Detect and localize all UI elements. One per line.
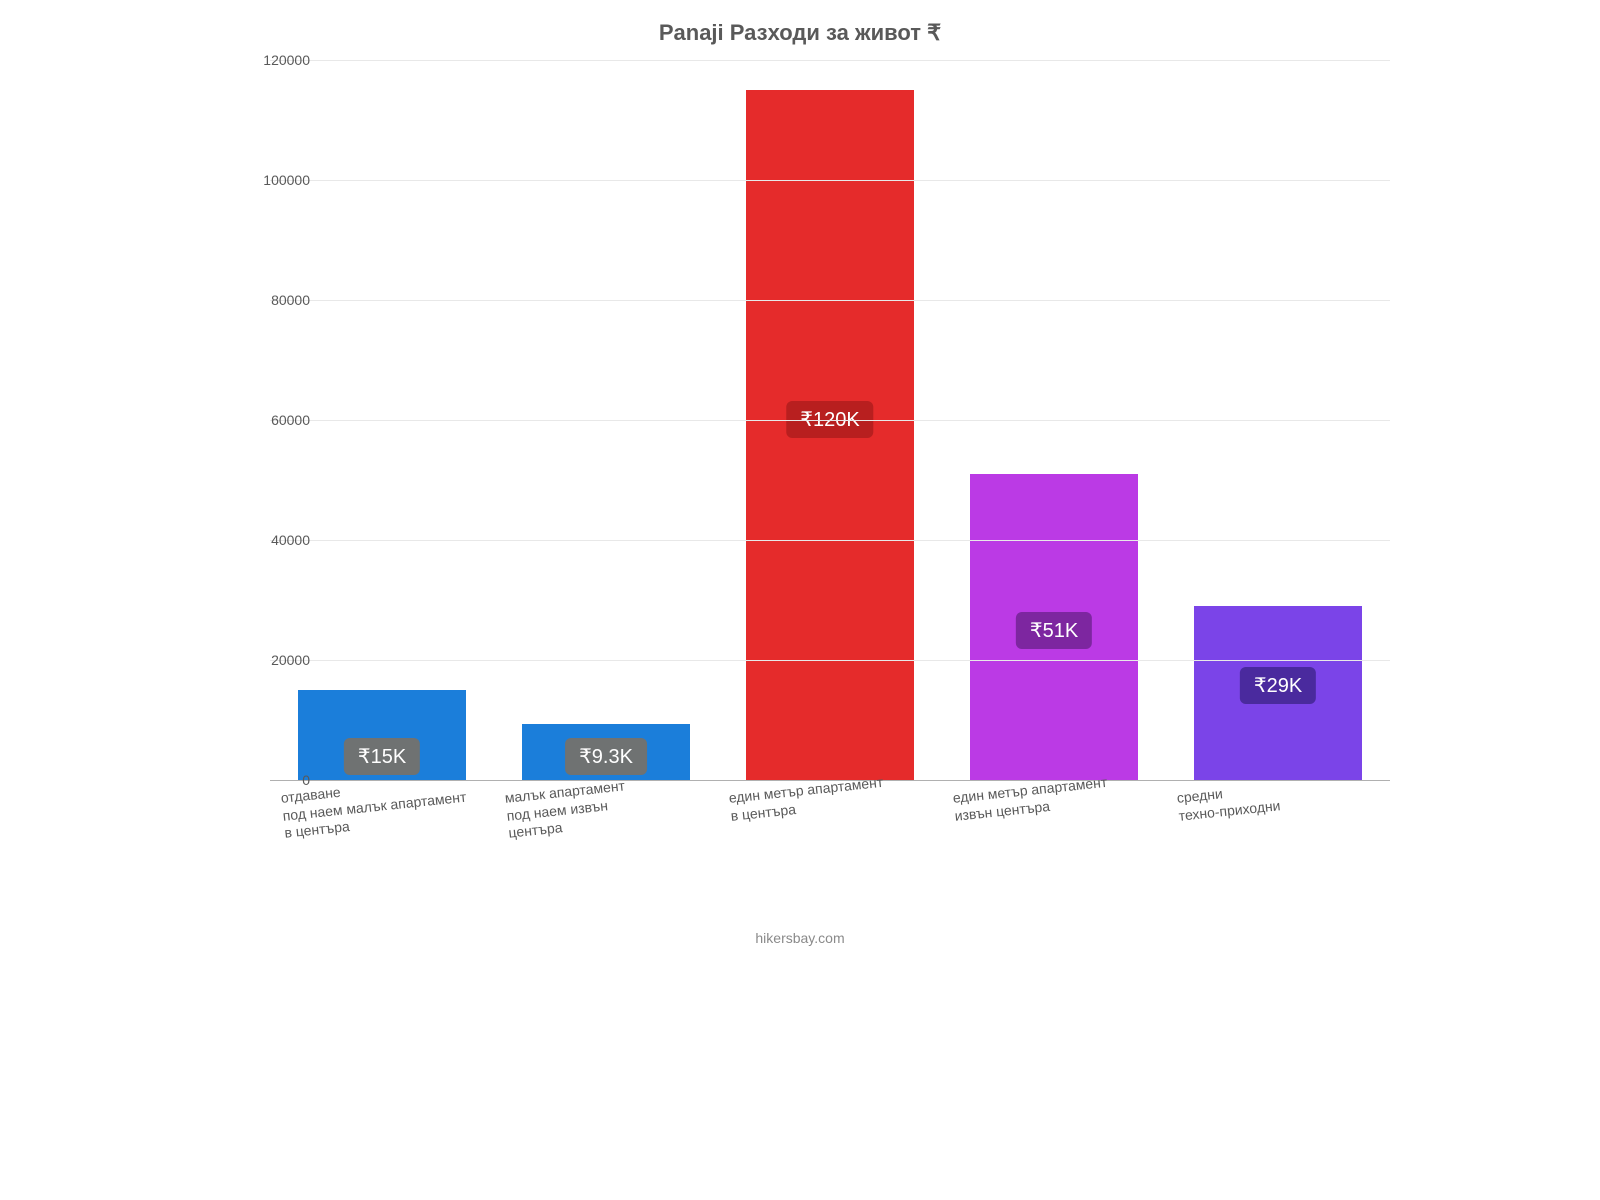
value-badge: ₹120K — [786, 401, 873, 438]
x-label-slot: отдаване под наем малък апартамент в цен… — [270, 790, 494, 910]
x-label-slot: един метър апартамент в центъра — [718, 790, 942, 910]
bar: ₹51K — [970, 474, 1138, 780]
y-tick-label: 80000 — [240, 292, 310, 308]
value-badge: ₹29K — [1240, 667, 1316, 704]
x-label-slot: малък апартамент под наем извън центъра — [494, 790, 718, 910]
x-axis-label: малък апартамент под наем извън центъра — [504, 777, 629, 842]
x-label-slot: един метър апартамент извън центъра — [942, 790, 1166, 910]
x-axis-labels: отдаване под наем малък апартамент в цен… — [270, 790, 1390, 910]
y-tick-label: 0 — [240, 772, 310, 788]
grid-line — [270, 180, 1390, 181]
plot-area: ₹15K ₹9.3K ₹120K ₹51K ₹29K — [270, 60, 1390, 781]
grid-line — [270, 540, 1390, 541]
y-tick-label: 100000 — [240, 172, 310, 188]
x-axis-label: средни техно-приходни — [1176, 779, 1281, 824]
x-axis-label: един метър апартамент извън центъра — [952, 774, 1110, 825]
value-badge: ₹9.3K — [565, 738, 647, 775]
value-badge: ₹51K — [1016, 612, 1092, 649]
x-label-slot: средни техно-приходни — [1166, 790, 1390, 910]
bar: ₹120K — [746, 90, 914, 780]
bar: ₹29K — [1194, 606, 1362, 780]
grid-line — [270, 420, 1390, 421]
grid-line — [270, 660, 1390, 661]
bar: ₹9.3K — [522, 724, 690, 780]
y-tick-label: 20000 — [240, 652, 310, 668]
chart-container: Panaji Разходи за живот ₹ ₹15K ₹9.3K ₹120K… — [160, 0, 1440, 980]
grid-line — [270, 60, 1390, 61]
value-badge: ₹15K — [344, 738, 420, 775]
chart-title: Panaji Разходи за живот ₹ — [160, 20, 1440, 46]
y-tick-label: 40000 — [240, 532, 310, 548]
bar: ₹15K — [298, 690, 466, 780]
y-tick-label: 60000 — [240, 412, 310, 428]
grid-line — [270, 300, 1390, 301]
footer-attribution: hikersbay.com — [160, 930, 1440, 946]
x-axis-label: един метър апартамент в центъра — [728, 774, 886, 825]
y-tick-label: 120000 — [240, 52, 310, 68]
